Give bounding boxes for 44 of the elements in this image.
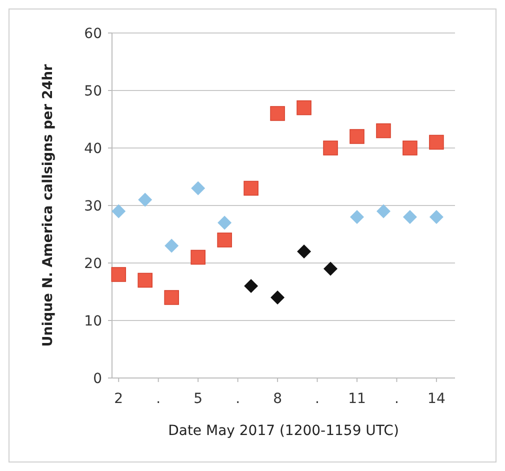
point [376,204,390,218]
x-tick-label: 11 [348,391,366,407]
y-tick-label: 0 [93,370,102,387]
point [164,238,179,253]
point [429,134,444,150]
point [190,250,206,265]
point [218,216,232,230]
point [217,232,232,248]
point [402,210,417,224]
y-tick-label: 40 [84,140,102,157]
y-tick-label: 30 [84,198,102,214]
point [296,100,312,116]
point [270,106,285,121]
point [376,123,391,138]
x-tick-label: . [156,391,161,407]
point [138,272,153,288]
point [324,262,338,276]
point [270,290,285,304]
y-tick-label: 60 [84,26,102,42]
x-axis-title: Date May 2017 (1200-1159 UTC) [168,423,399,439]
y-tick-label: 10 [84,313,102,330]
point [244,279,258,293]
y-tick-label: 20 [84,256,102,272]
point [350,129,364,144]
point [164,290,179,305]
point [429,210,444,224]
point [191,181,206,196]
x-tick-label: . [236,391,240,407]
point [138,192,152,207]
point [350,210,364,224]
point [244,180,258,196]
point [112,204,126,218]
x-tick-label: 14 [428,391,446,407]
x-tick-label: 2 [114,391,124,407]
y-tick-label: 50 [84,83,102,100]
x-tick-label: 8 [273,391,282,407]
point [402,140,418,156]
x-tick-label: . [394,391,399,407]
point [297,244,312,258]
point [323,140,338,156]
x-tick-label: 5 [194,391,203,407]
y-axis-title: Unique N. America callsigns per 24hr [40,64,56,347]
point [111,267,126,282]
x-tick-label: . [315,391,320,407]
